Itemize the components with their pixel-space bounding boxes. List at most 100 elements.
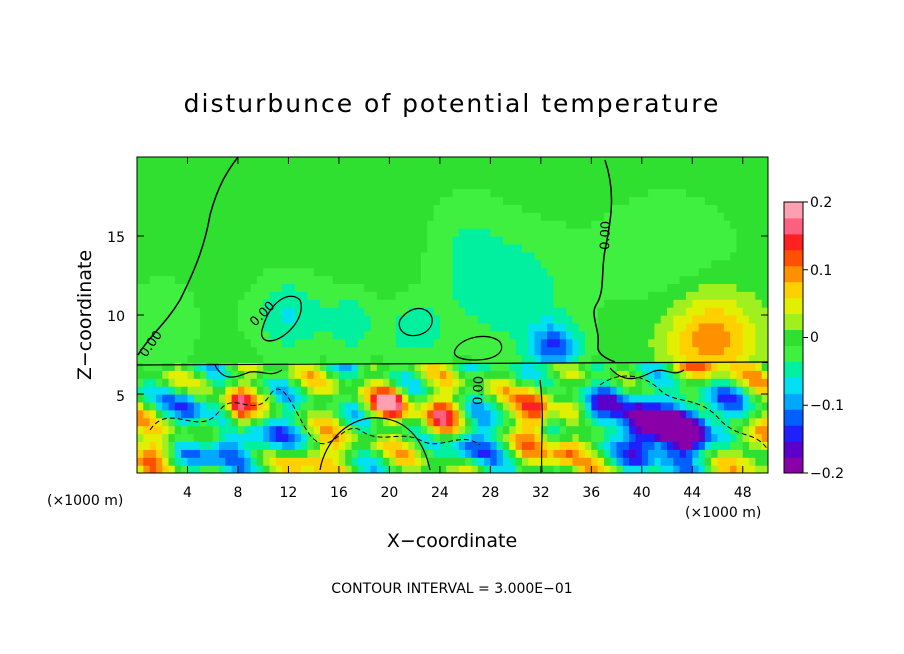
heatmap-cell [496,307,504,316]
heatmap-cell [332,299,340,308]
heatmap-cell [294,275,302,284]
heatmap-cell [389,180,397,190]
heatmap-cell [629,267,637,277]
heatmap-cell [395,259,403,269]
heatmap-cell [370,401,378,411]
heatmap-cell [174,457,182,466]
heatmap-cell [263,164,271,174]
heatmap-cell [471,236,479,245]
heatmap-cell [263,180,271,190]
heatmap-cell [256,259,264,269]
heatmap-cell [559,291,567,300]
heatmap-cell [282,299,290,308]
heatmap-cell [395,330,403,340]
heatmap-cell [704,172,712,182]
heatmap-cell [338,433,346,442]
heatmap-cell [143,157,151,166]
heatmap-cell [212,441,220,450]
heatmap-cell [244,417,252,427]
heatmap-cell [244,267,252,277]
heatmap-cell [553,322,561,332]
heatmap-cell [345,291,353,300]
heatmap-cell [376,457,384,466]
heatmap-cell [301,457,308,466]
heatmap-cell [566,417,573,427]
heatmap-cell [553,188,561,198]
heatmap-cell [256,338,264,348]
heatmap-cell [667,370,674,379]
heatmap-cell [635,394,643,403]
heatmap-cell [143,307,151,316]
heatmap-cell [730,172,738,182]
heatmap-cell [137,378,144,387]
heatmap-cell [755,283,763,292]
heatmap-cell [641,220,649,229]
heatmap-cell [742,401,750,411]
heatmap-cell [723,449,731,458]
heatmap-cell [490,157,498,166]
heatmap-cell [521,362,529,371]
heatmap-cell [603,401,611,411]
heatmap-cell [761,196,768,205]
heatmap-cell [200,465,208,473]
heatmap-cell [288,275,296,284]
heatmap-cell [244,322,252,332]
heatmap-cell [559,394,567,403]
heatmap-cell [351,370,359,379]
heatmap-cell [427,370,435,379]
heatmap-cell [572,299,580,308]
heatmap-cell [635,291,643,300]
heatmap-cell [749,228,756,237]
heatmap-cell [547,157,555,166]
heatmap-cell [755,315,763,324]
heatmap-cell [301,164,308,174]
heatmap-cell [357,346,365,356]
heatmap-cell [540,243,548,253]
heatmap-cell [282,157,290,166]
heatmap-cell [219,196,226,205]
heatmap-cell [477,275,485,284]
heatmap-cell [673,346,681,356]
heatmap-cell [263,354,271,363]
heatmap-cell [187,354,195,363]
heatmap-cell [667,401,674,411]
heatmap-cell [137,465,144,473]
heatmap-cell [761,370,768,379]
heatmap-cell [553,228,561,237]
heatmap-cell [547,196,555,205]
heatmap-cell [547,465,555,473]
heatmap-cell [143,283,151,292]
heatmap-cell [383,394,390,403]
contour-interval-note: CONTOUR INTERVAL = 3.000E−01 [331,581,572,597]
heatmap-cell [433,338,441,348]
heatmap-cell [749,157,756,166]
heatmap-cell [294,157,302,166]
heatmap-cell [660,251,668,261]
heatmap-cell [219,307,226,316]
heatmap-cell [528,236,536,245]
heatmap-cell [610,299,618,308]
heatmap-cell [452,251,460,261]
heatmap-cell [383,322,390,332]
heatmap-cell [566,180,573,190]
heatmap-cell [622,338,630,348]
heatmap-cell [326,425,334,435]
heatmap-cell [667,433,674,442]
heatmap-cell [685,322,693,332]
heatmap-cell [351,338,359,348]
heatmap-cell [155,228,163,237]
heatmap-cell [269,315,277,324]
colorbar-swatch [784,361,803,378]
heatmap-cell [749,417,756,427]
heatmap-cell [730,243,738,253]
heatmap-cell [357,196,365,205]
heatmap-cell [534,236,542,245]
heatmap-cell [648,164,656,174]
heatmap-cell [673,441,681,450]
heatmap-cell [622,378,630,387]
heatmap-cell [553,291,561,300]
heatmap-cell [578,322,586,332]
heatmap-cell [704,315,712,324]
heatmap-cell [692,220,700,229]
heatmap-cell [610,315,618,324]
